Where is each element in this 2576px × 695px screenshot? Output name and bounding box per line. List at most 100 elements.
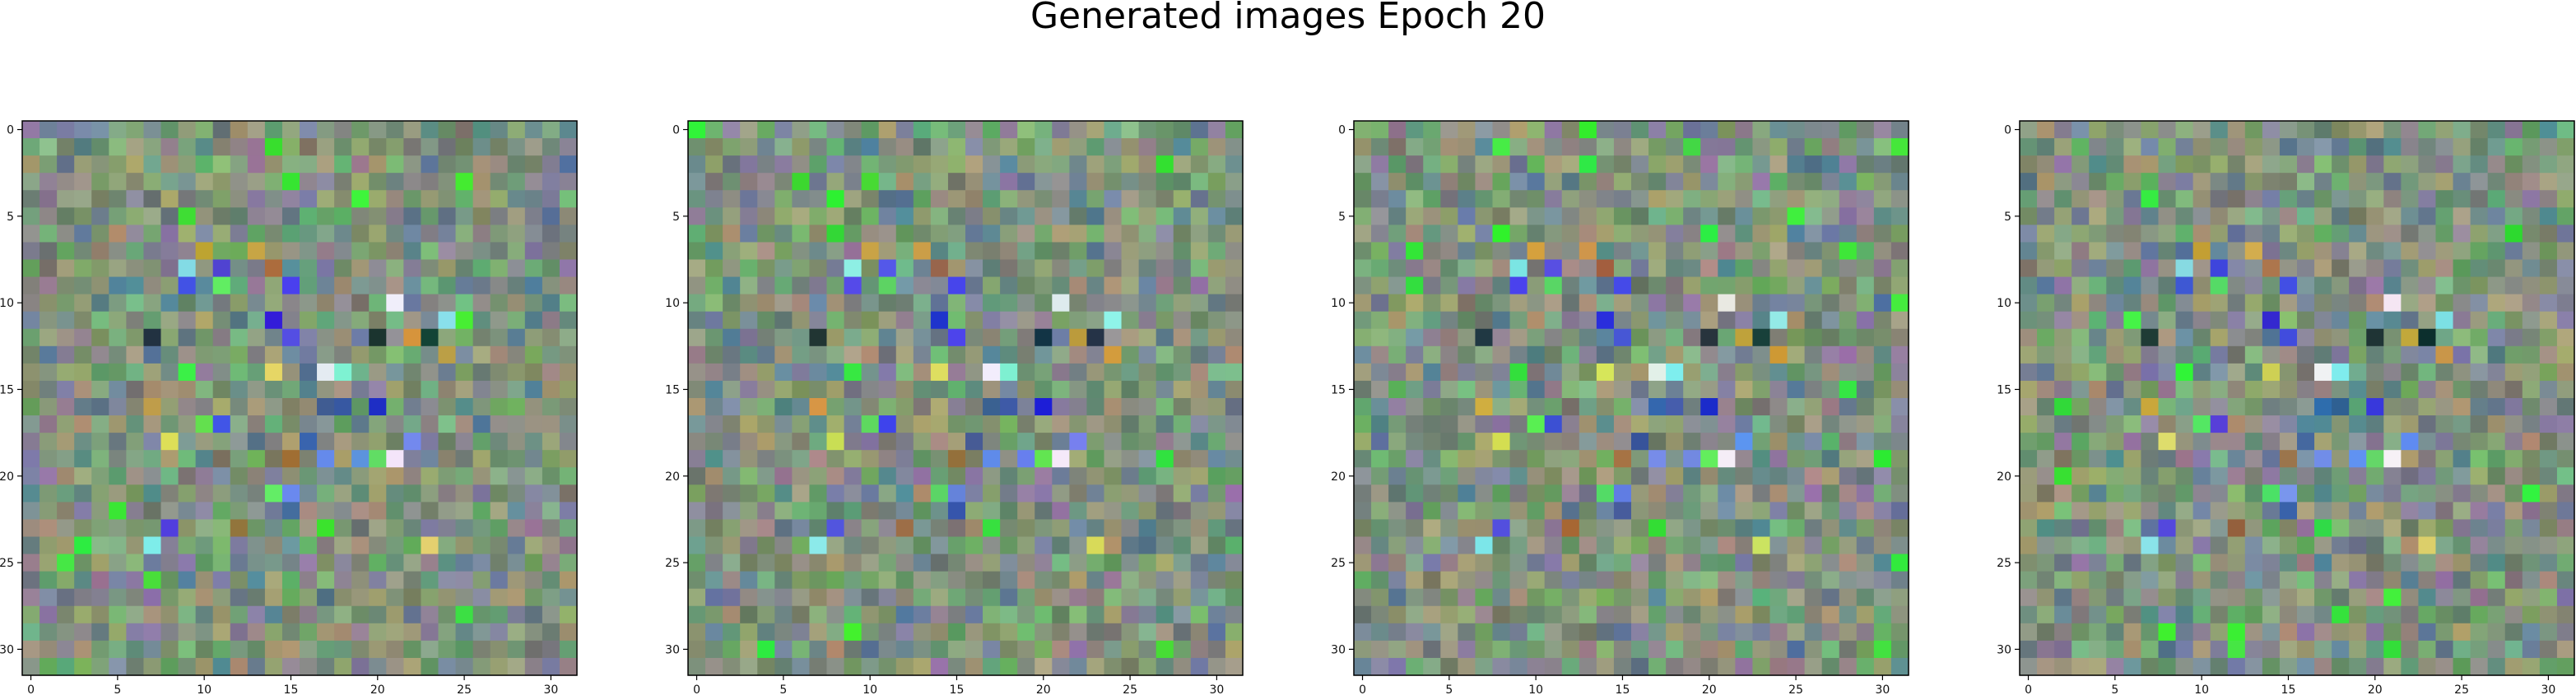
image-pixel xyxy=(1069,484,1088,503)
image-pixel xyxy=(895,225,914,243)
image-pixel xyxy=(1406,588,1424,607)
image-pixel xyxy=(490,190,509,208)
image-pixel xyxy=(143,502,162,521)
image-pixel xyxy=(1423,311,1441,330)
image-pixel xyxy=(983,121,1001,139)
image-pixel xyxy=(91,294,109,313)
image-pixel xyxy=(40,519,58,538)
image-pixel xyxy=(1804,502,1823,521)
image-pixel xyxy=(2279,433,2298,451)
image-pixel xyxy=(2020,536,2038,555)
image-pixel xyxy=(230,640,249,659)
image-pixel xyxy=(1423,433,1441,451)
image-pixel xyxy=(2539,259,2558,278)
image-pixel xyxy=(1769,345,1788,364)
image-pixel xyxy=(507,380,526,399)
image-pixel xyxy=(2262,345,2281,364)
image-pixel xyxy=(91,605,109,624)
image-pixel xyxy=(2418,467,2437,485)
image-pixel xyxy=(757,363,775,382)
image-pixel xyxy=(317,173,335,191)
image-pixel xyxy=(559,311,578,330)
image-pixel xyxy=(542,345,560,364)
image-pixel xyxy=(2071,450,2090,468)
image-pixel xyxy=(2470,450,2489,468)
image-pixel xyxy=(2175,450,2194,468)
image-pixel xyxy=(490,259,509,278)
image-pixel xyxy=(1052,276,1070,295)
image-pixel xyxy=(826,259,845,278)
image-pixel xyxy=(1155,398,1174,416)
image-pixel xyxy=(1804,242,1823,261)
image-pixel xyxy=(1104,571,1123,590)
image-pixel xyxy=(2349,276,2367,295)
image-pixel xyxy=(757,623,775,642)
image-pixel xyxy=(2106,433,2124,451)
image-pixel xyxy=(559,294,578,313)
image-pixel xyxy=(421,484,439,503)
image-pixel xyxy=(1683,345,1701,364)
image-pixel xyxy=(1121,433,1140,451)
image-pixel xyxy=(317,554,335,572)
image-pixel xyxy=(1631,588,1649,607)
image-pixel xyxy=(1561,398,1580,416)
image-pixel xyxy=(965,605,983,624)
image-pixel xyxy=(2556,155,2575,174)
image-pixel xyxy=(524,502,543,521)
image-pixel xyxy=(2210,536,2229,555)
image-pixel xyxy=(1354,190,1372,208)
image-pixel xyxy=(1509,398,1528,416)
image-pixel xyxy=(264,242,283,261)
image-pixel xyxy=(2366,225,2384,243)
image-pixel xyxy=(1735,259,1754,278)
image-pixel xyxy=(1890,259,1909,278)
image-pixel xyxy=(438,588,457,607)
image-pixel xyxy=(1492,657,1511,676)
image-pixel xyxy=(2158,588,2177,607)
image-pixel xyxy=(774,433,793,451)
image-pixel xyxy=(334,328,352,347)
image-pixel xyxy=(2158,345,2177,364)
image-pixel xyxy=(826,138,845,156)
image-pixel xyxy=(247,345,266,364)
image-pixel xyxy=(878,657,897,676)
image-pixel xyxy=(2244,415,2263,433)
image-pixel xyxy=(1856,502,1875,521)
y-tick-label: 10 xyxy=(0,297,14,310)
image-pixel xyxy=(57,415,75,433)
image-pixel xyxy=(1787,450,1806,468)
image-pixel xyxy=(2037,363,2055,382)
image-pixel xyxy=(2453,415,2471,433)
image-pixel xyxy=(2054,415,2072,433)
image-pixel xyxy=(403,519,422,538)
image-pixel xyxy=(1492,571,1511,590)
image-pixel xyxy=(1138,138,1157,156)
image-pixel xyxy=(109,294,127,313)
image-pixel xyxy=(386,311,404,330)
image-pixel xyxy=(2522,380,2541,399)
image-pixel xyxy=(2297,571,2315,590)
image-pixel xyxy=(57,571,75,590)
image-pixel xyxy=(143,173,162,191)
image-pixel xyxy=(1052,571,1070,590)
image-pixel xyxy=(1052,138,1070,156)
image-pixel xyxy=(1475,623,1494,642)
image-pixel xyxy=(2279,519,2298,538)
image-pixel xyxy=(91,519,109,538)
x-tick-label: 0 xyxy=(693,683,700,695)
image-pixel xyxy=(559,657,578,676)
image-pixel xyxy=(2227,588,2246,607)
image-pixel xyxy=(740,467,758,485)
image-pixel xyxy=(1821,554,1840,572)
image-pixel xyxy=(2244,398,2263,416)
image-pixel xyxy=(472,345,491,364)
image-pixel xyxy=(688,536,706,555)
image-pixel xyxy=(1440,294,1458,313)
image-pixel xyxy=(2332,450,2350,468)
image-pixel xyxy=(2401,640,2420,659)
image-pixel xyxy=(1890,311,1909,330)
image-pixel xyxy=(2106,155,2124,174)
image-pixel xyxy=(1804,207,1823,225)
image-pixel xyxy=(1138,467,1157,485)
image-pixel xyxy=(524,657,543,676)
